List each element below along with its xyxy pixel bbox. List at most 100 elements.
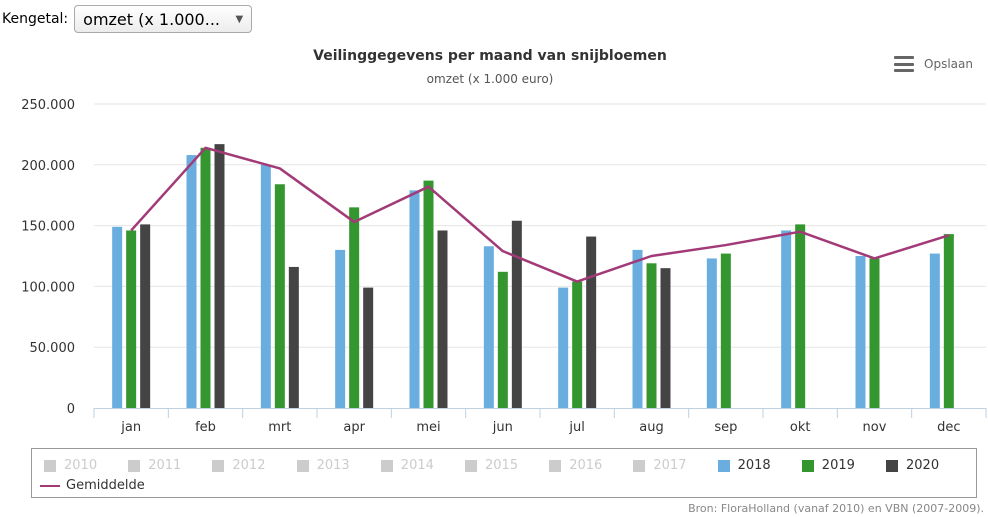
legend-label: 2013 xyxy=(316,458,350,473)
legend-label: 2016 xyxy=(569,458,603,473)
bar-2018-jan xyxy=(112,226,123,408)
y-tick-label: 150.000 xyxy=(21,220,75,235)
bar-2018-mrt xyxy=(260,164,271,408)
legend-item-2015[interactable]: 2015 xyxy=(465,458,518,473)
x-tick-label: jun xyxy=(492,420,513,435)
legend-item-2010[interactable]: 2010 xyxy=(44,458,97,473)
legend-swatch xyxy=(633,459,646,472)
kengetal-selector-row: Kengetal: omzet (x 1.000... ▼ xyxy=(2,4,253,34)
bar-2019-mei xyxy=(423,180,434,408)
legend-swatch xyxy=(44,459,56,472)
kengetal-select[interactable]: omzet (x 1.000... ▼ xyxy=(74,5,253,33)
bar-2019-nov xyxy=(869,258,880,408)
y-tick-label: 50.000 xyxy=(30,341,76,356)
bar-2018-dec xyxy=(929,253,940,408)
legend-label: 2014 xyxy=(400,458,434,473)
x-tick-label: nov xyxy=(863,420,887,435)
legend-item-2017[interactable]: 2017 xyxy=(633,458,686,473)
legend-label: 2019 xyxy=(821,458,855,473)
bar-2020-mei xyxy=(437,230,448,408)
legend-item-2013[interactable]: 2013 xyxy=(296,458,350,473)
x-tick-label: mei xyxy=(416,420,440,435)
legend-item-2011[interactable]: 2011 xyxy=(128,458,181,473)
bar-2020-mrt xyxy=(288,266,299,408)
export-label: Opslaan xyxy=(924,57,973,71)
legend-swatch xyxy=(380,459,393,472)
chart-title: Veilinggegevens per maand van snijbloeme… xyxy=(313,48,667,64)
bar-2018-jun xyxy=(483,246,494,408)
legend-swatch xyxy=(296,459,309,472)
legend-swatch xyxy=(886,459,898,472)
bar-2019-sep xyxy=(720,253,731,408)
bar-2018-mei xyxy=(409,190,420,408)
bar-2020-apr xyxy=(363,287,374,408)
bar-2019-jun xyxy=(497,271,508,408)
y-tick-label: 0 xyxy=(67,402,75,417)
legend-label: 2010 xyxy=(64,458,98,473)
bar-2020-jun xyxy=(511,220,522,408)
legend-swatch xyxy=(717,459,730,472)
legend-swatch xyxy=(128,459,141,472)
x-tick-label: jan xyxy=(120,420,141,435)
legend-swatch xyxy=(212,459,225,472)
x-tick-label: aug xyxy=(639,420,663,435)
chevron-down-icon: ▼ xyxy=(235,13,244,25)
hamburger-menu-icon xyxy=(894,56,914,72)
line-gemiddelde xyxy=(130,146,950,283)
bar-2018-apr xyxy=(335,249,346,408)
y-tick-label: 100.000 xyxy=(21,280,75,295)
bar-2019-jan xyxy=(126,230,137,408)
legend-swatch xyxy=(801,459,814,472)
bar-2019-jul xyxy=(572,281,583,408)
chart-subtitle: omzet (x 1.000 euro) xyxy=(426,72,554,86)
bar-2018-okt xyxy=(781,230,792,408)
bar-chart: 0 50.000 100.000 150.000 200.000 250.000 jan fe… xyxy=(21,98,987,435)
legend-item-2016[interactable]: 2016 xyxy=(549,458,602,473)
legend-label: 2012 xyxy=(232,458,266,473)
bar-2019-dec xyxy=(943,234,954,408)
y-tick-label: 200.000 xyxy=(21,159,75,174)
x-tick-label: dec xyxy=(937,420,960,435)
bar-2018-feb xyxy=(186,155,197,408)
legend-item-2018[interactable]: 2018 xyxy=(717,458,771,473)
legend-label: 2017 xyxy=(653,458,687,473)
export-button[interactable]: Opslaan xyxy=(894,56,973,72)
x-tick-label: apr xyxy=(343,420,365,435)
bar-2019-aug xyxy=(646,263,657,408)
kengetal-label: Kengetal: xyxy=(2,11,69,27)
bar-2018-aug xyxy=(632,249,643,408)
legend-label: 2020 xyxy=(906,458,940,473)
bar-2019-apr xyxy=(349,207,360,408)
x-tick-label: feb xyxy=(195,420,216,435)
legend-line-symbol xyxy=(40,484,60,487)
legend-label: 2011 xyxy=(148,458,182,473)
bar-2020-aug xyxy=(660,268,671,408)
bar-2019-feb xyxy=(200,147,211,408)
bar-2019-okt xyxy=(795,224,806,408)
bar-2019-mrt xyxy=(274,184,285,408)
legend-swatch xyxy=(465,459,477,472)
legend-swatch xyxy=(549,459,562,472)
bar-2018-nov xyxy=(855,256,866,408)
legend-label: Gemiddelde xyxy=(66,478,145,493)
legend-item-2012[interactable]: 2012 xyxy=(212,458,265,473)
legend-item-gemiddelde[interactable]: Gemiddelde xyxy=(40,478,145,493)
legend: 2010 2011 2012 2013 2014 2015 2016 2017 2018 2019… xyxy=(31,448,977,498)
bar-2020-jul xyxy=(586,236,597,408)
legend-label: 2015 xyxy=(485,458,519,473)
legend-item-2014[interactable]: 2014 xyxy=(380,458,434,473)
bar-2018-jul xyxy=(558,287,569,408)
x-tick-label: okt xyxy=(790,420,811,435)
bar-2020-feb xyxy=(214,144,225,409)
source-note: Bron: FloraHolland (vanaf 2010) en VBN (… xyxy=(688,502,984,515)
y-tick-label: 250.000 xyxy=(21,98,75,113)
x-tick-label: sep xyxy=(714,420,737,435)
bar-2020-jan xyxy=(140,224,151,408)
legend-label: 2018 xyxy=(737,458,771,473)
legend-item-2020[interactable]: 2020 xyxy=(886,458,939,473)
x-tick-label: jul xyxy=(568,420,584,435)
x-tick-label: mrt xyxy=(268,420,291,435)
legend-item-2019[interactable]: 2019 xyxy=(801,458,855,473)
kengetal-select-value: omzet (x 1.000... xyxy=(83,9,220,29)
bar-2018-sep xyxy=(706,258,717,408)
